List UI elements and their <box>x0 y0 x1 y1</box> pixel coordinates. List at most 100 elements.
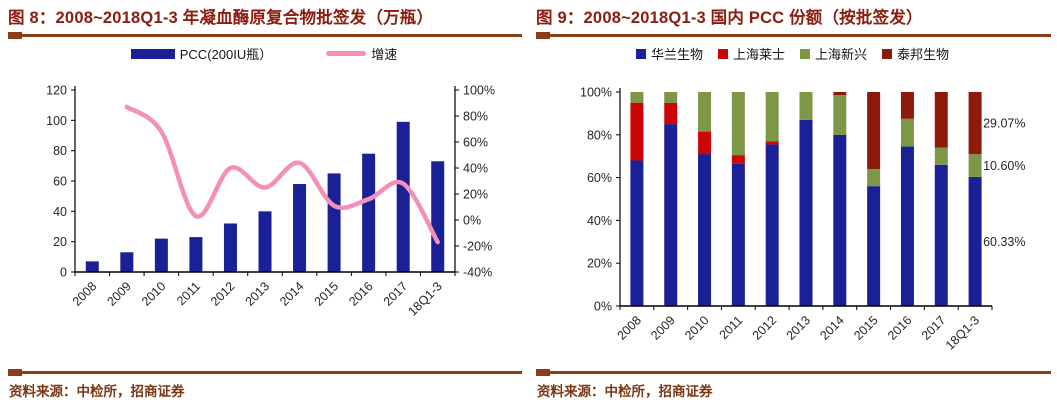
bar <box>327 173 341 272</box>
bar-segment <box>934 147 948 165</box>
y-axis-label: 60% <box>587 171 612 185</box>
figure-9-title-rule <box>536 31 1051 39</box>
bar <box>293 184 307 272</box>
category-label: 2008 <box>614 313 644 343</box>
bar-segment <box>968 176 982 306</box>
figure-9-legend: 华兰生物 上海莱士 上海新兴 泰邦生物 <box>528 44 1057 63</box>
y-axis-label: 80% <box>587 128 612 142</box>
legend-item-0: PCC(200IU瓶） <box>130 44 273 63</box>
bar-segment <box>664 102 678 125</box>
category-label: 2009 <box>104 279 134 309</box>
y-axis-label: 80 <box>53 144 67 158</box>
y2-axis-label: 0% <box>463 214 481 228</box>
category-label: 2014 <box>817 313 847 343</box>
rule-dash <box>8 368 22 376</box>
bar-segment <box>934 92 948 148</box>
legend-label: PCC(200IU瓶） <box>179 47 273 62</box>
legend-item-1: 增速 <box>326 44 397 63</box>
figure-8-title-rule <box>8 31 522 39</box>
legend-swatch-icon <box>130 48 175 59</box>
bar-segment <box>833 95 847 135</box>
bar <box>154 238 168 272</box>
y-axis-label: 40% <box>587 214 612 228</box>
rule-dash <box>536 31 550 39</box>
bar-segment <box>630 102 644 161</box>
rule-dash <box>536 368 550 376</box>
bar <box>120 252 134 272</box>
data-label: 10.60% <box>983 159 1025 173</box>
legend-swatch-icon <box>326 51 367 56</box>
figure-9-bottom-rule <box>536 368 1051 376</box>
bar-segment <box>731 155 745 164</box>
category-label: 2011 <box>174 279 203 308</box>
legend-label: 增速 <box>371 47 398 62</box>
bar-segment <box>900 146 914 306</box>
legend-item-2: 上海新兴 <box>800 44 867 63</box>
bar-segment <box>731 163 745 306</box>
rule-dash <box>8 31 22 39</box>
legend-label: 泰邦生物 <box>897 47 950 62</box>
category-label: 2014 <box>277 279 307 309</box>
bar-segment <box>968 92 982 155</box>
bar <box>223 223 237 272</box>
y-axis-label: 100 <box>46 114 67 128</box>
y-axis-label: 0 <box>60 266 67 280</box>
category-label: 2010 <box>682 313 712 343</box>
data-label: 60.33% <box>983 235 1025 249</box>
y2-axis-label: 60% <box>463 136 488 150</box>
category-label: 2017 <box>381 279 411 309</box>
bar-segment <box>934 164 948 306</box>
legend-swatch-icon <box>882 48 893 59</box>
legend-swatch-icon <box>635 48 646 59</box>
bar <box>85 261 99 272</box>
bar-segment <box>630 160 644 306</box>
bar-segment <box>867 186 881 306</box>
y2-axis-label: 100% <box>463 84 495 98</box>
bar-segment <box>968 154 982 177</box>
bar-segment <box>799 92 813 120</box>
y-axis-label: 120 <box>46 84 67 98</box>
bar-segment <box>765 92 779 142</box>
legend-label: 华兰生物 <box>650 47 703 62</box>
category-label: 2010 <box>139 279 169 309</box>
bar-segment <box>833 92 847 96</box>
category-label: 2008 <box>70 279 100 309</box>
bar-segment <box>630 92 644 103</box>
y-axis-label: 20 <box>53 235 67 249</box>
y-axis-label: 100% <box>580 86 612 100</box>
bar-segment <box>900 118 914 147</box>
data-label: 29.07% <box>983 117 1025 131</box>
y-axis-label: 0% <box>594 300 612 314</box>
figure-8-legend: PCC(200IU瓶） 增速 <box>0 44 528 63</box>
figure-9-source: 资料来源：中检所，招商证券 <box>537 384 713 399</box>
y2-axis-label: 40% <box>463 162 488 176</box>
category-label: 2012 <box>750 313 780 343</box>
bar <box>189 237 203 272</box>
legend-label: 上海莱士 <box>732 47 785 62</box>
legend-item-3: 泰邦生物 <box>882 44 949 63</box>
bar-segment <box>799 119 813 306</box>
y2-axis-label: 20% <box>463 188 488 202</box>
bar-segment <box>900 92 914 119</box>
legend-swatch-icon <box>717 48 728 59</box>
category-label: 2016 <box>346 279 376 309</box>
figure-8-panel: 图 8：2008~2018Q1-3 年凝血酶原复合物批签发（万瓶） PCC(20… <box>0 0 528 408</box>
y2-axis-label: -20% <box>463 240 492 254</box>
category-label: 18Q1-3 <box>943 313 982 352</box>
category-label: 2015 <box>312 279 342 309</box>
category-label: 2017 <box>919 313 949 343</box>
legend-item-1: 上海莱士 <box>717 44 785 63</box>
legend-swatch-icon <box>800 48 810 59</box>
bar-segment <box>765 144 779 306</box>
bar-segment <box>698 154 712 306</box>
figure-8-title: 图 8：2008~2018Q1-3 年凝血酶原复合物批签发（万瓶） <box>8 9 434 27</box>
figure-8-source: 资料来源：中检所，招商证券 <box>9 384 185 399</box>
category-label: 2009 <box>648 313 678 343</box>
growth-line <box>124 104 440 245</box>
y2-axis-label: -40% <box>463 266 492 280</box>
bar-segment <box>664 92 678 103</box>
bar-segment <box>698 92 712 132</box>
bar-segment <box>698 131 712 155</box>
legend-label: 上海新兴 <box>815 47 868 62</box>
